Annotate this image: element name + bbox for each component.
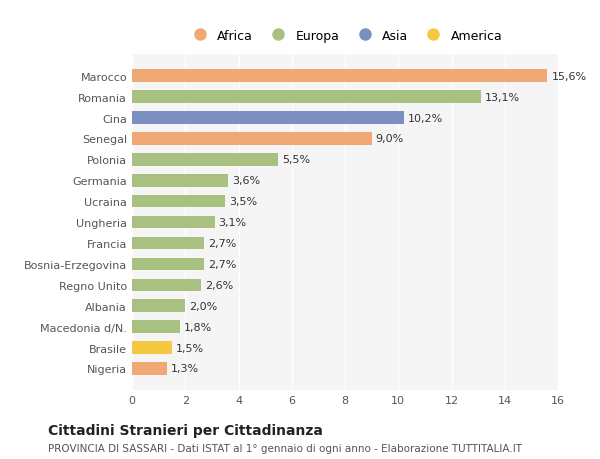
Bar [132, 279, 201, 291]
Bar [132, 70, 547, 83]
Bar [132, 341, 172, 354]
Text: 15,6%: 15,6% [551, 72, 586, 82]
Bar [132, 91, 481, 104]
Bar [132, 237, 204, 250]
Bar [132, 258, 204, 271]
Text: 2,7%: 2,7% [208, 259, 236, 269]
Bar [132, 133, 371, 146]
Text: 5,5%: 5,5% [283, 155, 311, 165]
Bar [132, 363, 167, 375]
Bar [132, 154, 278, 166]
Text: Cittadini Stranieri per Cittadinanza: Cittadini Stranieri per Cittadinanza [48, 423, 323, 437]
Text: 2,6%: 2,6% [205, 280, 233, 290]
Text: 9,0%: 9,0% [376, 134, 404, 144]
Bar [132, 216, 215, 229]
Text: 13,1%: 13,1% [485, 92, 520, 102]
Bar [132, 112, 404, 124]
Bar [132, 174, 228, 187]
Text: 1,5%: 1,5% [176, 343, 204, 353]
Legend: Africa, Europa, Asia, America: Africa, Europa, Asia, America [182, 24, 508, 47]
Text: PROVINCIA DI SASSARI - Dati ISTAT al 1° gennaio di ogni anno - Elaborazione TUTT: PROVINCIA DI SASSARI - Dati ISTAT al 1° … [48, 443, 522, 453]
Bar [132, 321, 180, 333]
Text: 1,8%: 1,8% [184, 322, 212, 332]
Text: 3,1%: 3,1% [218, 218, 247, 228]
Text: 1,3%: 1,3% [170, 364, 199, 374]
Text: 3,6%: 3,6% [232, 176, 260, 186]
Text: 2,7%: 2,7% [208, 239, 236, 248]
Text: 3,5%: 3,5% [229, 197, 257, 207]
Bar [132, 196, 225, 208]
Bar [132, 300, 185, 312]
Text: 10,2%: 10,2% [407, 113, 443, 123]
Text: 2,0%: 2,0% [189, 301, 217, 311]
